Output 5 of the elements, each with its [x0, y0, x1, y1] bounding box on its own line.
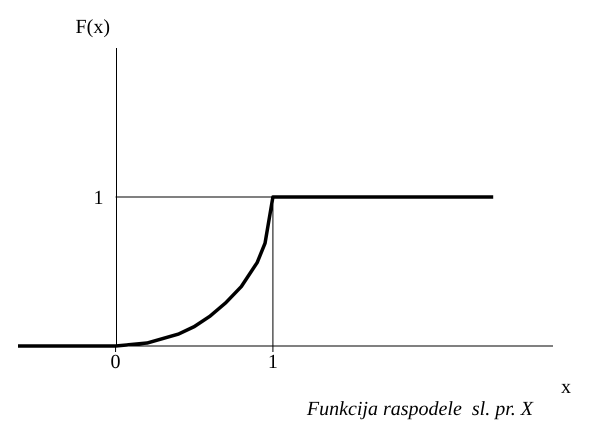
- text: Funkcija raspodele sl. pr. X: [306, 398, 533, 421]
- text: F(x): [76, 16, 110, 39]
- ref-line-label: 1: [94, 187, 104, 210]
- x-tick-label: 0: [110, 351, 121, 374]
- x-axis-title: x: [561, 376, 571, 399]
